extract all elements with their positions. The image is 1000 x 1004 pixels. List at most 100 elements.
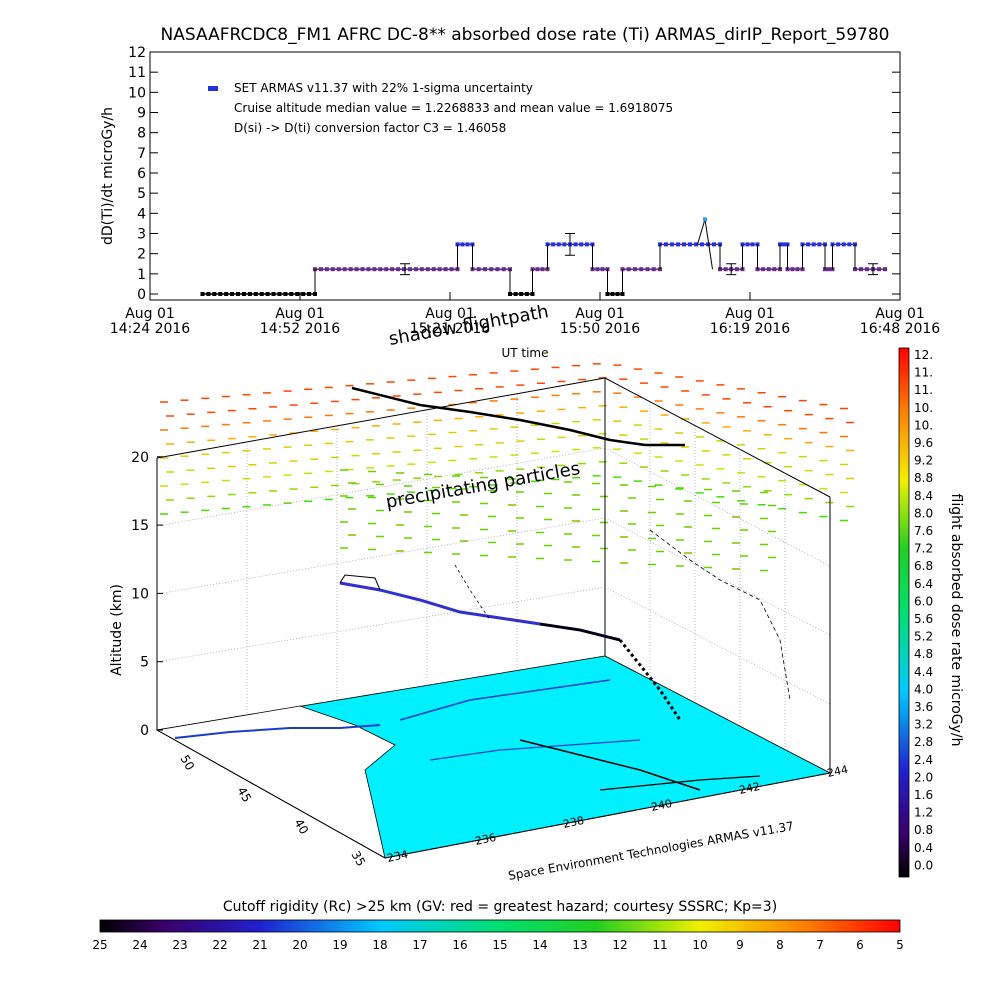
z-tick-label: 0	[140, 723, 149, 739]
dose-point	[584, 242, 589, 247]
software-credit: Space Environment Technologies ARMAS v11…	[507, 819, 795, 883]
colorbar-tick-label: 11	[652, 938, 667, 952]
colorbar-tick-label: 5.6	[914, 612, 933, 626]
dose-point	[723, 267, 728, 272]
dose-point	[218, 292, 223, 296]
colorbar-tick-label: 12	[612, 938, 627, 952]
x-tick-label-time: 15:21 2016	[410, 321, 491, 337]
colorbar-tick-label: 0.0	[914, 858, 933, 872]
colorbar-tick-label: 10	[692, 938, 707, 952]
dose-point	[772, 267, 777, 272]
colorbar-tick-label: 6.0	[914, 594, 933, 608]
y-tick-label: 4	[137, 206, 146, 222]
colorbar-tick-label: 9.2	[914, 454, 933, 468]
dose-point	[734, 267, 739, 272]
dose-point	[615, 292, 620, 296]
dose-point	[241, 292, 246, 296]
y-tick-label: 8	[137, 126, 146, 142]
y-tick-label: 0	[137, 287, 146, 303]
dose-point	[476, 267, 481, 272]
ocean-area	[155, 705, 396, 859]
dose-rate-series	[200, 217, 887, 296]
map-contour	[174, 724, 381, 739]
x-tick-label-date: Aug 01	[875, 306, 925, 322]
y-tick-label: 11	[128, 65, 146, 81]
colorbar-tick-label: 3.6	[914, 700, 933, 714]
y-tick-label: 7	[137, 146, 146, 162]
z-tick-label: 5	[140, 655, 149, 671]
dose-point	[610, 292, 615, 296]
y-tick-label: 6	[137, 166, 146, 182]
dose-point	[556, 242, 561, 247]
longitude-axis-ticks: 234 236 238 240 242 244	[386, 763, 849, 865]
map-contour	[429, 739, 641, 761]
dose-point	[639, 267, 644, 272]
flightpath	[539, 622, 621, 642]
dose-point	[826, 267, 831, 272]
lat-tick-label: 40	[291, 817, 311, 837]
colorbar-tick-label: 25	[92, 938, 107, 952]
dose-point	[206, 292, 211, 296]
dose-point	[600, 267, 605, 272]
lon-tick-label: 240	[650, 797, 673, 814]
y-tick-label: 10	[128, 85, 146, 101]
lat-tick-label: 35	[348, 849, 368, 869]
colorbar-tick-label: 12.	[914, 348, 933, 362]
dose-point	[425, 267, 430, 272]
dose-point	[761, 267, 766, 272]
dose-point	[651, 267, 656, 272]
cutoff-rigidity-colorbar: Cutoff rigidity (Rc) >25 km (GV: red = g…	[92, 899, 903, 952]
dose-point	[413, 267, 418, 272]
lon-tick-label: 236	[474, 831, 497, 848]
z-tick-label: 20	[131, 450, 149, 466]
dose-point	[682, 242, 686, 247]
colorbar-tick-label: 2.0	[914, 770, 933, 784]
dose-point	[384, 267, 389, 272]
precipitating-particles-annotation: precipitating particles	[384, 458, 581, 513]
dose-point	[883, 267, 887, 272]
colorbar-tick-label: 1.2	[914, 806, 933, 820]
x-tick-label-time: 14:52 2016	[260, 321, 341, 337]
dose-point	[307, 292, 312, 296]
top-right-edge	[604, 377, 831, 498]
colorbar-tick-label: 22	[212, 938, 227, 952]
dose-point	[626, 267, 631, 272]
dose-point	[378, 267, 383, 272]
dose-point	[841, 242, 846, 247]
dose-point	[664, 242, 668, 247]
dose-point	[230, 292, 235, 296]
dose-point	[408, 267, 412, 272]
top-back-edge	[156, 377, 606, 459]
dose-point	[483, 267, 487, 272]
y-tick-label: 2	[137, 247, 146, 263]
dose-point	[283, 292, 288, 296]
colorbar-tick-label: 6.4	[914, 577, 933, 591]
dose-point	[259, 292, 264, 296]
colorbar-tick-label: 3.2	[914, 718, 933, 732]
dose-point	[877, 267, 881, 272]
colorbar-tick-label: 8.4	[914, 489, 933, 503]
colorbar-label: flight absorbed dose rate microGy/h	[948, 494, 964, 747]
y-tick-label: 1	[137, 267, 146, 283]
dose-point	[354, 267, 359, 272]
dose-point	[551, 242, 556, 247]
y-tick-label: 9	[137, 106, 146, 122]
dose-point	[236, 292, 241, 296]
dose-point	[348, 267, 353, 272]
colorbar-tick-label: 20	[292, 938, 307, 952]
lon-tick-label: 238	[562, 814, 585, 831]
dose-point	[396, 267, 401, 272]
colorbar-tick-label: 18	[372, 938, 387, 952]
dose-point	[859, 267, 863, 272]
colorbar-tick-label: 23	[172, 938, 187, 952]
x-tick-label-time: 16:48 2016	[860, 321, 941, 337]
map-contour	[399, 679, 611, 721]
dose-point	[372, 267, 377, 272]
colorbar-tick-label: 4.4	[914, 665, 933, 679]
dose-rate-dash-field	[160, 363, 854, 572]
dose-point	[437, 267, 442, 272]
dose-point	[265, 292, 270, 296]
dose-point	[595, 267, 600, 272]
